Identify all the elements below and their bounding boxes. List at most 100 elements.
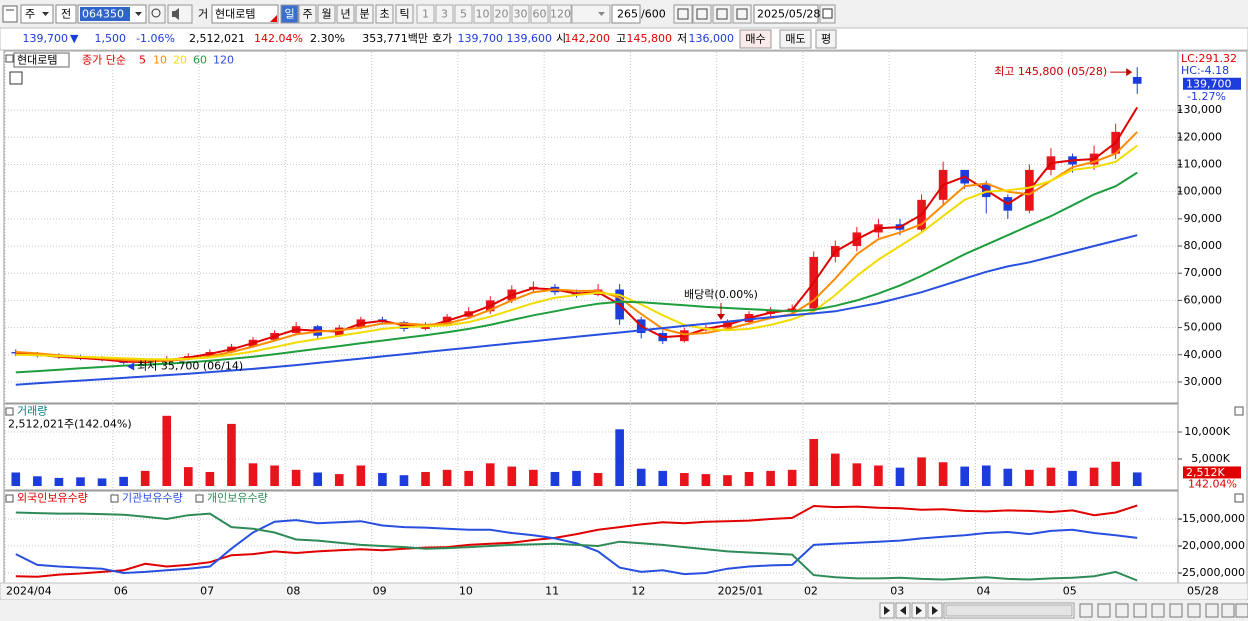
interval-button[interactable]	[473, 4, 492, 24]
quote-low: 136,000	[689, 32, 735, 45]
interval-button[interactable]	[492, 4, 511, 24]
date-label: 03	[890, 585, 904, 598]
volume-bar	[658, 470, 668, 486]
tool-icon-button[interactable]	[1187, 603, 1201, 618]
date-label: 11	[545, 585, 559, 598]
period-button[interactable]	[375, 4, 394, 24]
date-label: 12	[631, 585, 645, 598]
interval-button[interactable]	[530, 4, 549, 24]
tool-icon-button[interactable]	[1221, 603, 1235, 618]
quote-open-label: 시	[556, 32, 566, 45]
period-button[interactable]	[355, 4, 374, 24]
period-select[interactable]	[20, 4, 54, 24]
tool-icon-button[interactable]	[1235, 603, 1248, 618]
y-tick-label: 30,000	[1184, 375, 1223, 388]
volume-bar	[981, 465, 991, 486]
period-button[interactable]	[317, 4, 336, 24]
quote-sell-label: 매도	[785, 33, 805, 46]
volume-bar	[270, 465, 279, 486]
quote-price: 139,700	[23, 32, 69, 45]
tool-icon-button[interactable]	[1205, 603, 1219, 618]
ma-legend-entry: 10	[153, 54, 167, 67]
name-box[interactable]	[211, 4, 279, 24]
period-button[interactable]	[298, 4, 317, 24]
ma-legend-label: 종가 단순	[82, 54, 126, 67]
volume-bar	[11, 472, 21, 486]
volume-close[interactable]	[1234, 406, 1244, 416]
interval-button[interactable]	[435, 4, 454, 24]
tool-button[interactable]	[712, 4, 732, 24]
volume-bar	[917, 457, 926, 486]
volume-bar	[205, 471, 215, 486]
series-line	[15, 171, 1138, 374]
period-button[interactable]	[280, 4, 299, 24]
blank-select[interactable]	[571, 4, 611, 24]
tool-icon-button[interactable]	[1169, 603, 1183, 618]
date-end-label: 05/28	[1187, 585, 1219, 598]
high-annotation: 최고 145,800 (05/28)	[994, 65, 1107, 78]
tool-icon-button[interactable]	[1151, 603, 1165, 618]
scroll-icon	[884, 606, 890, 615]
hc-label: HC:-4.18	[1181, 64, 1229, 77]
date-label: 2025/01	[718, 585, 764, 598]
quote-avg-button[interactable]	[815, 29, 837, 49]
volume-last-label: 2,512K	[1186, 466, 1225, 479]
count-input[interactable]	[611, 4, 641, 24]
interval-button[interactable]	[549, 4, 572, 24]
tool-icon-button[interactable]	[1097, 603, 1111, 618]
interval-button-label: 120	[550, 8, 571, 21]
volume-bar	[421, 471, 430, 486]
holdings-legend-box[interactable]	[195, 494, 204, 503]
search-button[interactable]	[148, 4, 166, 24]
interval-button[interactable]	[454, 4, 473, 24]
y-tick-label: 90,000	[1184, 212, 1223, 225]
y-tick-label: 40,000	[1184, 348, 1223, 361]
volume-subtitle: 2,512,021주(142.04%)	[8, 418, 132, 431]
tool-button[interactable]	[673, 4, 693, 24]
interval-button[interactable]	[416, 4, 435, 24]
holdings-legend-box[interactable]	[5, 494, 14, 503]
menu-button[interactable]	[2, 5, 18, 23]
volume-bar	[97, 478, 107, 486]
tool-icon-button[interactable]	[1115, 603, 1129, 618]
volume-bar	[1089, 467, 1099, 486]
volume-toggle[interactable]	[5, 407, 14, 416]
calculator-icon[interactable]	[9, 71, 23, 85]
date-axis	[0, 582, 1248, 601]
date-label: 02	[804, 585, 818, 598]
quote-amount: 353,771백만	[362, 32, 428, 45]
quote-direction: ▼	[70, 32, 79, 45]
tool-button[interactable]	[692, 4, 712, 24]
period-button-label: 년	[340, 8, 350, 21]
tool-icon	[677, 8, 689, 20]
volume-bar	[1046, 467, 1056, 486]
volume-bar	[356, 465, 366, 486]
volume-bar	[960, 466, 970, 486]
prev-button[interactable]	[55, 4, 77, 24]
volume-bar	[895, 467, 905, 486]
y-tick-label: -20,000,000	[1178, 539, 1245, 552]
interval-button-label: 3	[441, 8, 448, 21]
volume-bar	[830, 453, 840, 486]
quote-low-label: 저	[677, 32, 687, 45]
interval-button[interactable]	[511, 4, 530, 24]
date-input[interactable]	[753, 4, 819, 24]
period-button[interactable]	[336, 4, 355, 24]
holdings-legend-entry: 외국인보유수량	[17, 492, 88, 505]
tool-button[interactable]	[732, 4, 752, 24]
tool-icon-button[interactable]	[1133, 603, 1147, 618]
volume-bar	[507, 466, 517, 486]
holdings-close[interactable]	[1234, 493, 1244, 503]
holdings-legend-entry: 기관보유수량	[122, 492, 183, 505]
legend-toggle[interactable]	[5, 54, 14, 63]
price-panel	[3, 50, 1179, 404]
interval-button-label: 20	[495, 8, 509, 21]
holdings-legend-box[interactable]	[110, 494, 119, 503]
period-button[interactable]	[395, 4, 414, 24]
quote-buy-button[interactable]	[739, 29, 772, 49]
scroll-thumb[interactable]	[945, 604, 1073, 617]
sound-button[interactable]	[167, 4, 193, 24]
tool-icon-button[interactable]	[1079, 603, 1093, 618]
quote-sell-button[interactable]	[779, 29, 812, 49]
